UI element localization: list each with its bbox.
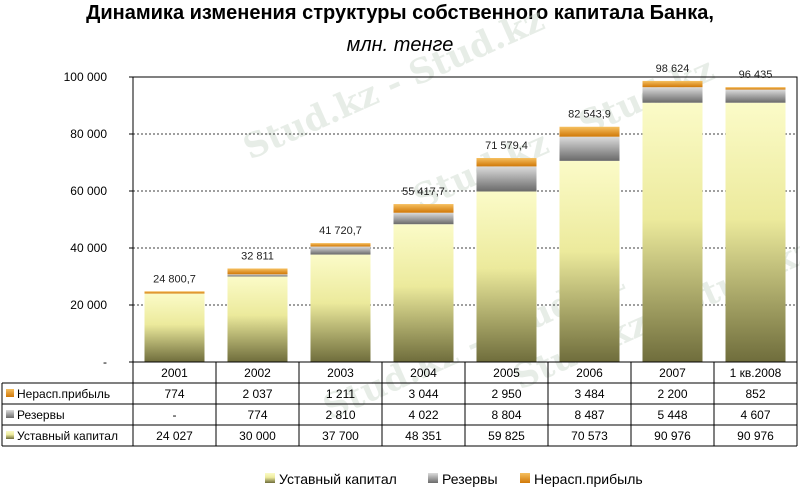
bar-total-label: 41 720,7 [319, 225, 362, 237]
bar-capital [476, 191, 537, 362]
legend-label: Нерасп.прибыль [534, 471, 643, 487]
chart-title: Динамика изменения структуры собственног… [86, 2, 714, 24]
x-category-label: 2004 [410, 366, 437, 380]
table-cell: 1 211 [326, 387, 355, 401]
table-cell: 3 484 [574, 387, 604, 401]
y-tick-label: - [103, 355, 107, 369]
table-cell: 2 950 [491, 387, 521, 401]
y-tick-label: 60 000 [70, 184, 107, 198]
table-legend-swatch [6, 431, 14, 439]
bar-capital [725, 102, 786, 363]
bar-capital [227, 276, 288, 362]
legend-label: Уставный капитал [279, 471, 397, 487]
table-cell: 4 022 [408, 408, 438, 422]
bar-profit [310, 243, 371, 247]
x-category-label: 2001 [161, 366, 188, 380]
bar-total-label: 98 624 [656, 63, 690, 75]
bar-profit [393, 204, 454, 213]
y-tick-label: 40 000 [70, 241, 107, 255]
table-cell: 48 351 [405, 429, 442, 443]
bar-capital [310, 254, 371, 362]
table-legend-swatch [6, 410, 14, 418]
bar-reserves [393, 212, 454, 225]
bar-profit [725, 87, 786, 90]
table-row-label: Резервы [17, 408, 65, 422]
table-row-label: Уставный капитал [17, 429, 118, 443]
bar-capital [144, 293, 205, 362]
table-row-label: Нерасп.прибыль [17, 387, 110, 401]
bar-reserves [725, 89, 786, 103]
table-cell: 2 037 [242, 387, 272, 401]
y-tick-label: 100 000 [64, 70, 108, 84]
table-cell: 4 607 [740, 408, 770, 422]
table-cell: 2 810 [325, 408, 355, 422]
table-cell: 90 976 [654, 429, 691, 443]
table-cell: 8 804 [491, 408, 521, 422]
bar-profit [476, 157, 537, 167]
legend-label: Резервы [442, 471, 498, 487]
table-cell: 90 976 [737, 429, 774, 443]
bar-reserves [227, 274, 288, 277]
bar-total-label: 96 435 [739, 69, 773, 81]
table-cell: 8 487 [574, 408, 604, 422]
table-cell: 37 700 [322, 429, 359, 443]
bar-total-label: 82 543,9 [568, 109, 611, 121]
table-cell: 30 000 [239, 429, 276, 443]
legend-swatch [520, 473, 530, 483]
bar-profit [559, 126, 620, 137]
table-legend-swatch [6, 389, 14, 397]
table-cell: - [173, 408, 177, 422]
table-cell: 774 [247, 408, 267, 422]
legend-swatch [265, 473, 275, 483]
bar-reserves [310, 246, 371, 255]
y-tick-label: 20 000 [70, 298, 107, 312]
legend-swatch [428, 473, 438, 483]
bar-profit [144, 291, 205, 294]
bar-capital [559, 160, 620, 362]
bar-reserves [642, 87, 703, 103]
table-cell: 3 044 [408, 387, 438, 401]
x-category-label: 2005 [493, 366, 520, 380]
bar-capital [642, 102, 703, 363]
x-category-label: 2003 [327, 366, 354, 380]
table-cell: 774 [164, 387, 184, 401]
bar-profit [227, 268, 288, 275]
bar-total-label: 55 417,7 [402, 186, 445, 198]
y-tick-label: 80 000 [70, 127, 107, 141]
x-category-label: 2002 [244, 366, 271, 380]
x-category-label: 1 кв.2008 [730, 366, 782, 380]
bar-total-label: 71 579,4 [485, 140, 528, 152]
bar-total-label: 32 811 [241, 250, 274, 262]
chart-subtitle: млн. тенге [346, 34, 454, 56]
bar-reserves [559, 136, 620, 161]
table-cell: 24 027 [156, 429, 193, 443]
bar-reserves [476, 166, 537, 192]
table-cell: 2 200 [657, 387, 687, 401]
table-cell: 70 573 [571, 429, 608, 443]
table-cell: 59 825 [488, 429, 525, 443]
x-category-label: 2006 [576, 366, 603, 380]
x-category-label: 2007 [659, 366, 686, 380]
table-cell: 5 448 [657, 408, 687, 422]
bar-capital [393, 224, 454, 362]
bar-profit [642, 80, 703, 88]
bar-total-label: 24 800,7 [153, 273, 196, 285]
table-cell: 852 [745, 387, 765, 401]
